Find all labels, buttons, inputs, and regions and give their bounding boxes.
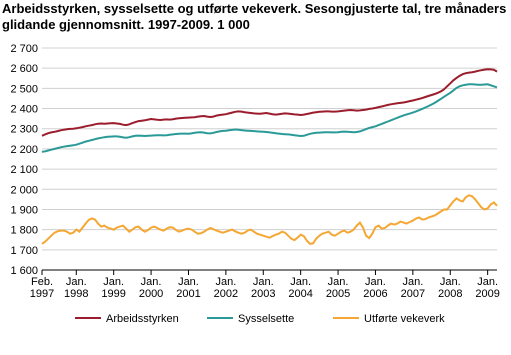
- x-tick-label-line: 2004: [288, 288, 312, 300]
- y-tick-label: 1 900: [10, 204, 38, 216]
- x-tick-label-line: 2008: [438, 288, 462, 300]
- x-tick-label: Jan. 2006: [363, 276, 387, 300]
- x-tick-label: Jan. 2009: [475, 276, 499, 300]
- x-tick-label-line: Jan.: [477, 276, 498, 288]
- x-tick-label-line: 2000: [139, 288, 163, 300]
- x-tick-label: Jan. 2000: [139, 276, 163, 300]
- x-tick-label-line: Jan.: [178, 276, 199, 288]
- x-tick-label-line: Jan.: [103, 276, 124, 288]
- x-tick-label: Jan. 2007: [401, 276, 425, 300]
- y-tick-label: 1 800: [10, 225, 38, 237]
- y-tick-label: 2 100: [10, 164, 38, 176]
- y-tick-label: 2 200: [10, 144, 38, 156]
- x-tick-label-line: 2006: [363, 288, 387, 300]
- legend-label: Utførte vekeverk: [364, 313, 445, 325]
- x-tick-label: Jan. 2005: [326, 276, 350, 300]
- y-tick-label: 2 000: [10, 184, 38, 196]
- x-tick-label-line: 2009: [475, 288, 499, 300]
- y-tick-label: 2 600: [10, 63, 38, 75]
- x-tick-label: Jan. 2001: [176, 276, 200, 300]
- x-tick-label-line: Jan.: [215, 276, 236, 288]
- line-series: [41, 194, 498, 245]
- y-tick-label: 2 500: [10, 83, 38, 95]
- x-tick-label-line: Jan.: [440, 276, 461, 288]
- x-tick-label-line: Jan.: [365, 276, 386, 288]
- x-tick-label-line: Jan.: [66, 276, 87, 288]
- legend-label: Arbeidsstyrken: [106, 313, 179, 325]
- x-tick-label: Jan. 2002: [214, 276, 238, 300]
- x-tick-label-line: Jan.: [253, 276, 274, 288]
- x-tick-label-line: 2003: [251, 288, 275, 300]
- x-tick-label-line: 1998: [64, 288, 88, 300]
- x-tick-label: Feb. 1997: [30, 276, 54, 300]
- x-tick-label-line: 2001: [176, 288, 200, 300]
- line-series: [41, 83, 498, 153]
- y-tick-label: 1 700: [10, 245, 38, 257]
- y-tick-label: 2 300: [10, 124, 38, 136]
- x-tick-label-line: Jan.: [402, 276, 423, 288]
- x-tick-label: Jan. 1999: [101, 276, 125, 300]
- x-tick-label-line: 2005: [326, 288, 350, 300]
- x-tick-label-line: Jan.: [141, 276, 162, 288]
- x-tick-label-line: Jan.: [328, 276, 349, 288]
- y-tick-label: 1 600: [10, 265, 38, 277]
- x-tick-label-line: Feb.: [31, 276, 53, 288]
- x-tick-label-line: 2007: [401, 288, 425, 300]
- chart-title: Arbeidsstyrken, sysselsette og utførte v…: [2, 1, 507, 32]
- x-tick-label: Jan. 2003: [251, 276, 275, 300]
- x-tick-label: Jan. 2004: [288, 276, 312, 300]
- legend-label: Sysselsette: [238, 313, 294, 325]
- x-tick-label-line: 1997: [30, 288, 54, 300]
- x-tick-label: Jan. 2008: [438, 276, 462, 300]
- x-tick-label: Jan. 1998: [64, 276, 88, 300]
- x-tick-label-line: 2002: [214, 288, 238, 300]
- x-tick-label-line: 1999: [101, 288, 125, 300]
- y-tick-label: 2 700: [10, 43, 38, 55]
- x-tick-label-line: Jan.: [290, 276, 311, 288]
- line-series: [41, 68, 498, 137]
- y-tick-label: 2 400: [10, 104, 38, 116]
